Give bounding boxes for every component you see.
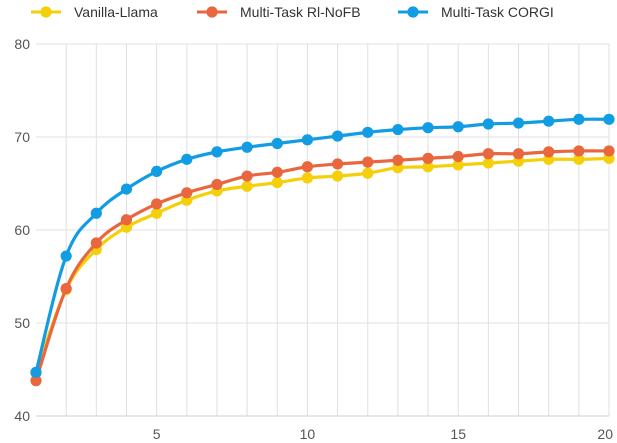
data-point[interactable] [271, 176, 283, 189]
data-point[interactable] [452, 121, 464, 133]
data-point[interactable] [331, 130, 344, 142]
x-tick-label: 5 [153, 426, 161, 442]
data-point[interactable] [543, 146, 555, 158]
data-point[interactable] [573, 145, 585, 157]
data-point[interactable] [422, 161, 434, 173]
data-point[interactable] [60, 282, 72, 295]
x-tick-label: 20 [597, 426, 613, 442]
series-line [34, 117, 611, 374]
data-point[interactable] [90, 207, 102, 219]
data-point[interactable] [301, 172, 314, 184]
data-point[interactable] [301, 161, 314, 173]
data-point[interactable] [331, 158, 344, 170]
data-point[interactable] [241, 141, 253, 153]
data-point[interactable] [271, 137, 283, 150]
data-point[interactable] [362, 167, 374, 179]
series-multi-task-corgi [30, 113, 615, 378]
y-tick-label: 40 [14, 408, 30, 424]
data-point[interactable] [603, 113, 615, 125]
data-point[interactable] [90, 237, 102, 249]
data-point[interactable] [331, 170, 344, 182]
data-point[interactable] [482, 118, 494, 130]
x-tick-label: 10 [300, 426, 316, 442]
data-point[interactable] [30, 375, 42, 387]
data-point[interactable] [512, 148, 525, 160]
y-tick-label: 80 [14, 36, 30, 52]
data-point[interactable] [151, 207, 163, 219]
data-point[interactable] [452, 150, 464, 163]
data-point[interactable] [603, 145, 615, 157]
data-point[interactable] [241, 180, 253, 192]
data-point[interactable] [422, 152, 434, 164]
data-point[interactable] [573, 113, 585, 125]
series-group [30, 113, 615, 387]
data-point[interactable] [543, 115, 555, 127]
data-point[interactable] [60, 250, 72, 262]
data-point[interactable] [211, 178, 223, 191]
legend-label: Vanilla-Llama [74, 4, 158, 20]
legend-label: Multi-Task CORGI [441, 4, 554, 20]
legend-swatch-marker [407, 6, 419, 18]
legend: Vanilla-Llama Multi-Task Rl-NoFB Multi-Tas… [31, 4, 554, 20]
data-point[interactable] [120, 214, 133, 226]
series-multi-task-rl-nofb [30, 145, 615, 387]
data-point[interactable] [271, 166, 283, 178]
series-vanilla-llama [30, 152, 615, 379]
data-point[interactable] [181, 153, 193, 165]
data-point[interactable] [573, 153, 585, 165]
legend-item[interactable]: Multi-Task Rl-NoFB [197, 4, 361, 20]
data-point[interactable] [151, 165, 163, 178]
y-tick-label: 60 [14, 222, 30, 238]
x-tick-label: 15 [450, 426, 466, 442]
axes: 40 50 60 70 80 5 10 15 20 [14, 36, 613, 442]
y-tick-label: 70 [14, 129, 30, 145]
data-point[interactable] [211, 146, 223, 158]
legend-item[interactable]: Multi-Task CORGI [398, 4, 554, 20]
data-point[interactable] [151, 198, 163, 210]
series-line [34, 149, 611, 383]
legend-swatch-marker [40, 6, 52, 18]
data-point[interactable] [30, 366, 42, 378]
data-point[interactable] [392, 154, 404, 166]
legend-item[interactable]: Vanilla-Llama [31, 4, 158, 20]
legend-swatch-marker [206, 6, 218, 18]
data-point[interactable] [452, 159, 464, 171]
legend-label: Multi-Task Rl-NoFB [240, 4, 361, 20]
data-point[interactable] [422, 122, 434, 134]
grid [36, 43, 610, 417]
data-point[interactable] [392, 123, 404, 136]
data-point[interactable] [241, 170, 253, 182]
data-point[interactable] [362, 126, 374, 138]
data-point[interactable] [120, 183, 133, 195]
data-point[interactable] [482, 148, 494, 160]
y-tick-label: 50 [14, 315, 30, 331]
data-point[interactable] [181, 187, 193, 199]
data-point[interactable] [512, 117, 525, 129]
data-point[interactable] [362, 156, 374, 168]
data-point[interactable] [301, 134, 314, 146]
data-point[interactable] [482, 157, 494, 169]
